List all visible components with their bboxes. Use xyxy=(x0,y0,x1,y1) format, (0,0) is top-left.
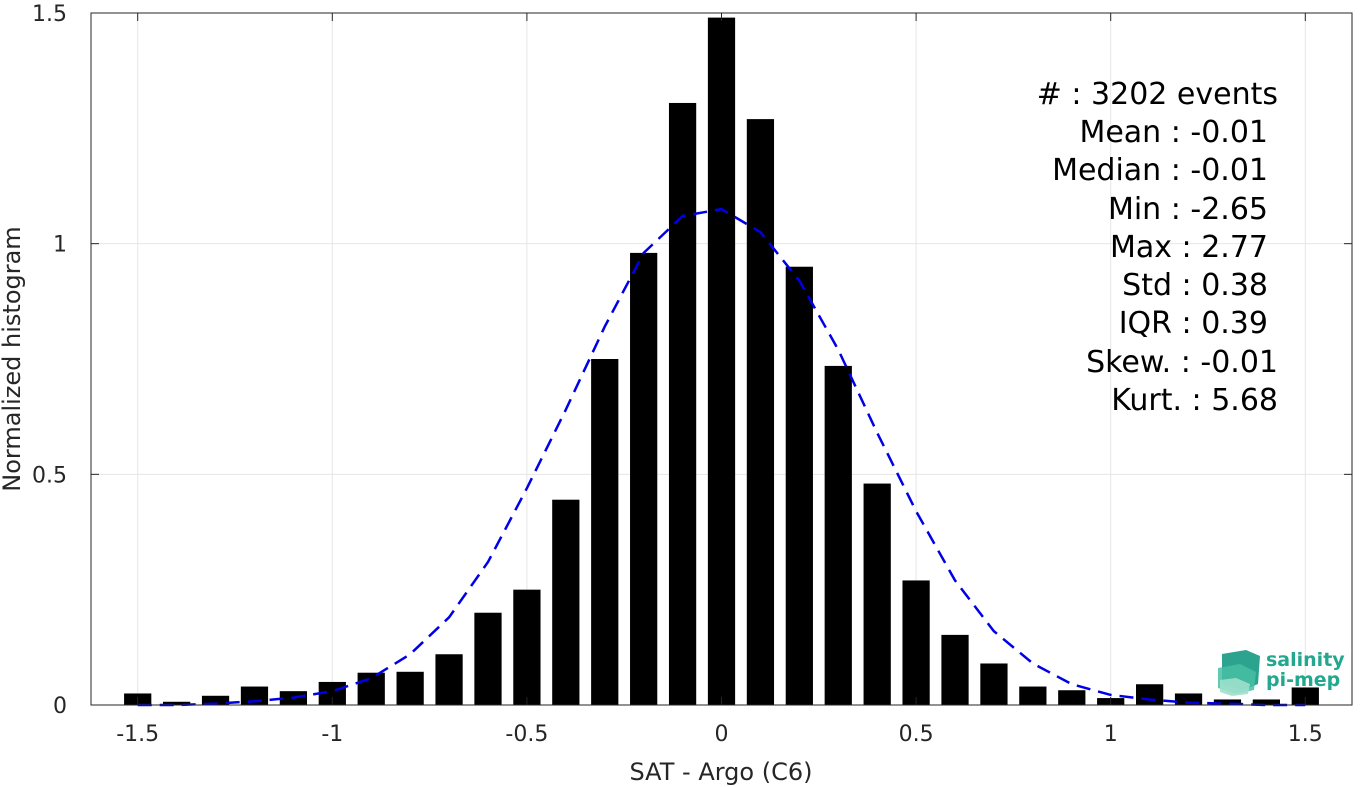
x-tick-label: 0.5 xyxy=(899,722,934,747)
histogram-bar xyxy=(591,359,619,705)
histogram-bar xyxy=(707,17,736,705)
stat-mean: Mean : -0.01 xyxy=(1079,115,1268,150)
statistics-annotations: # : 3202 events Mean : -0.01 Median : -0… xyxy=(1037,77,1278,418)
histogram-bar xyxy=(513,589,541,705)
y-tick-label: 0 xyxy=(53,694,67,719)
histogram-bar xyxy=(668,102,697,705)
histogram-bar xyxy=(863,483,891,705)
y-axis-ticks: 0 0.5 1 1.5 xyxy=(32,2,1352,719)
stat-events: # : 3202 events xyxy=(1037,77,1278,112)
histogram-bar xyxy=(1019,686,1047,705)
histogram-bar xyxy=(1174,693,1203,705)
histogram-bar xyxy=(941,634,969,705)
histogram-bar xyxy=(1058,690,1086,705)
x-tick-label: 0 xyxy=(715,722,729,747)
histogram-bar xyxy=(1213,699,1242,705)
stat-std: Std : 0.38 xyxy=(1122,268,1268,303)
stat-max: Max : 2.77 xyxy=(1110,230,1268,265)
histogram-bar xyxy=(824,365,852,705)
x-axis-label: SAT - Argo (C6) xyxy=(630,758,813,786)
histogram-bar xyxy=(357,672,385,705)
logo-line-pi-mep: pi-mep xyxy=(1266,669,1340,691)
x-axis-ticks: -1.5 -1 -0.5 0 0.5 1 1.5 xyxy=(116,13,1323,747)
histogram-bar xyxy=(1135,684,1164,705)
x-tick-label: 1.5 xyxy=(1288,722,1323,747)
histogram-bar xyxy=(163,701,191,705)
x-tick-label: -0.5 xyxy=(505,722,548,747)
x-tick-label: 1 xyxy=(1104,722,1118,747)
wave-logo-icon xyxy=(1218,650,1260,696)
histogram-bar xyxy=(435,654,463,705)
histogram-bar xyxy=(552,499,580,705)
y-tick-label: 0.5 xyxy=(32,463,67,488)
y-axis-label: Normalized histogram xyxy=(0,226,26,491)
histogram-bar xyxy=(630,252,658,706)
histogram-bar xyxy=(1252,699,1280,705)
histogram-bar xyxy=(785,266,813,705)
histogram-bar xyxy=(201,695,230,705)
y-tick-label: 1.5 xyxy=(32,2,67,27)
logo-line-salinity: salinity xyxy=(1266,649,1345,671)
histogram-bar xyxy=(902,580,930,705)
x-tick-label: -1 xyxy=(321,722,343,747)
histogram-bar xyxy=(746,119,775,705)
stat-median: Median : -0.01 xyxy=(1052,153,1268,188)
salinity-pi-mep-logo: salinity pi-mep xyxy=(1218,649,1345,696)
gaussian-fit-curve xyxy=(137,207,1306,707)
y-tick-label: 1 xyxy=(53,233,67,258)
x-tick-label: -1.5 xyxy=(116,722,159,747)
histogram-bar xyxy=(980,663,1008,705)
histogram-bar xyxy=(1291,687,1319,705)
stat-iqr: IQR : 0.39 xyxy=(1119,306,1268,341)
stat-kurtosis: Kurt. : 5.68 xyxy=(1111,383,1278,418)
stat-min: Min : -2.65 xyxy=(1108,192,1268,227)
histogram-bar xyxy=(396,671,424,705)
histogram-bar xyxy=(474,612,502,705)
stat-skewness: Skew. : -0.01 xyxy=(1086,345,1278,380)
